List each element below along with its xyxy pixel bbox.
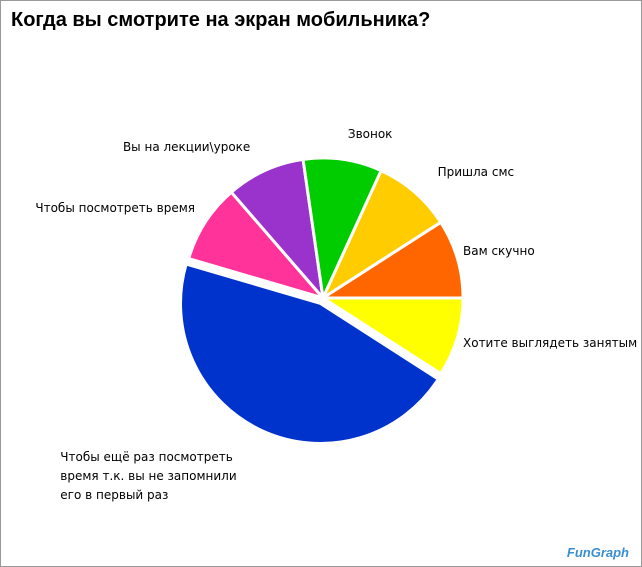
slice-label: Вы на лекции\уроке	[122, 139, 251, 154]
pie-slice	[229, 157, 326, 303]
slice-label: Чтобы посмотреть время	[35, 200, 195, 215]
slice-label: Вам скучно	[463, 243, 535, 258]
pie-slice	[179, 262, 441, 445]
slice-label: Пришла смс	[437, 165, 515, 180]
pie-slice	[317, 296, 465, 376]
chart-title: Когда вы смотрите на экран мобильника?	[11, 9, 431, 31]
watermark: FunGraph	[566, 545, 629, 560]
pie-slice	[301, 156, 384, 304]
pie-slice	[317, 220, 465, 300]
pie-slice	[186, 190, 328, 301]
slice-label: Звонок	[347, 126, 393, 141]
pie-slice	[319, 168, 443, 303]
slice-label: Чтобы ещё раз посмотреть время т.к. вы н…	[60, 450, 237, 503]
slice-label: Хотите выглядеть занятым	[463, 336, 638, 351]
